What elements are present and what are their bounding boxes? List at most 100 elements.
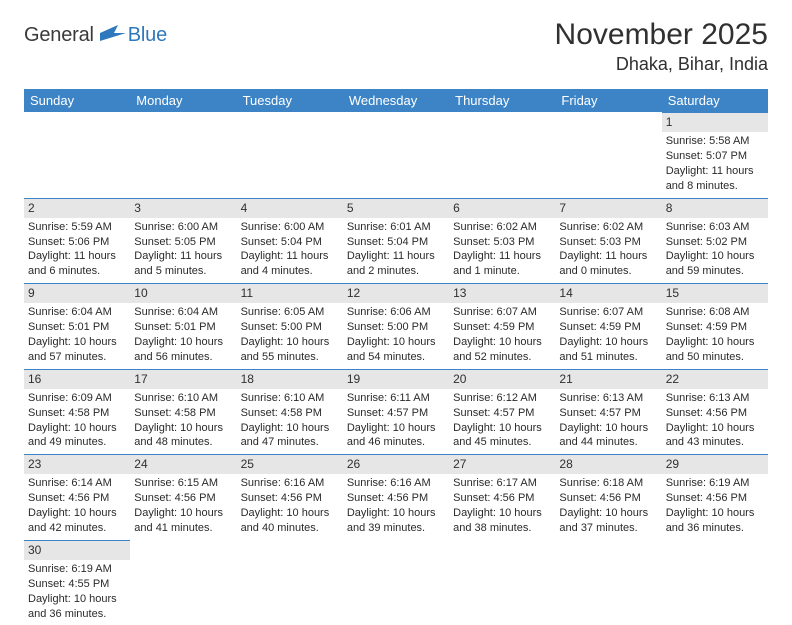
calendar-cell — [555, 112, 661, 198]
day-number: 20 — [449, 369, 555, 389]
calendar-cell: 17Sunrise: 6:10 AMSunset: 4:58 PMDayligh… — [130, 369, 236, 455]
day-details: Sunrise: 6:10 AMSunset: 4:58 PMDaylight:… — [237, 389, 343, 454]
calendar-cell — [555, 540, 661, 625]
day-number: 14 — [555, 283, 661, 303]
sunrise-text: Sunrise: 6:04 AM — [28, 305, 126, 320]
sunrise-text: Sunrise: 6:13 AM — [666, 391, 764, 406]
calendar-cell — [130, 112, 236, 198]
sunrise-text: Sunrise: 6:10 AM — [134, 391, 232, 406]
sunset-text: Sunset: 5:03 PM — [559, 235, 657, 250]
day-details: Sunrise: 6:14 AMSunset: 4:56 PMDaylight:… — [24, 474, 130, 539]
sunrise-text: Sunrise: 6:09 AM — [28, 391, 126, 406]
day-details: Sunrise: 6:07 AMSunset: 4:59 PMDaylight:… — [449, 303, 555, 368]
calendar-cell — [343, 540, 449, 625]
sunrise-text: Sunrise: 6:08 AM — [666, 305, 764, 320]
day-number: 29 — [662, 454, 768, 474]
calendar-cell: 8Sunrise: 6:03 AMSunset: 5:02 PMDaylight… — [662, 198, 768, 284]
sunrise-text: Sunrise: 5:59 AM — [28, 220, 126, 235]
daylight-text: Daylight: 10 hours and 54 minutes. — [347, 335, 445, 365]
day-number: 25 — [237, 454, 343, 474]
calendar-cell: 19Sunrise: 6:11 AMSunset: 4:57 PMDayligh… — [343, 369, 449, 455]
calendar-cell: 26Sunrise: 6:16 AMSunset: 4:56 PMDayligh… — [343, 454, 449, 540]
daylight-text: Daylight: 11 hours and 8 minutes. — [666, 164, 764, 194]
day-number: 30 — [24, 540, 130, 560]
sunset-text: Sunset: 4:59 PM — [453, 320, 551, 335]
day-details: Sunrise: 6:19 AMSunset: 4:56 PMDaylight:… — [662, 474, 768, 539]
daylight-text: Daylight: 10 hours and 47 minutes. — [241, 421, 339, 451]
day-details: Sunrise: 6:08 AMSunset: 4:59 PMDaylight:… — [662, 303, 768, 368]
daylight-text: Daylight: 11 hours and 4 minutes. — [241, 249, 339, 279]
day-number: 13 — [449, 283, 555, 303]
daylight-text: Daylight: 10 hours and 36 minutes. — [28, 592, 126, 622]
day-header: Monday — [130, 89, 236, 112]
calendar-week-row: 16Sunrise: 6:09 AMSunset: 4:58 PMDayligh… — [24, 369, 768, 455]
sunset-text: Sunset: 4:58 PM — [134, 406, 232, 421]
day-number: 22 — [662, 369, 768, 389]
day-number: 12 — [343, 283, 449, 303]
calendar-cell: 23Sunrise: 6:14 AMSunset: 4:56 PMDayligh… — [24, 454, 130, 540]
sunrise-text: Sunrise: 6:16 AM — [241, 476, 339, 491]
daylight-text: Daylight: 10 hours and 55 minutes. — [241, 335, 339, 365]
sunset-text: Sunset: 4:57 PM — [453, 406, 551, 421]
logo-text-general: General — [24, 24, 94, 47]
calendar-cell: 13Sunrise: 6:07 AMSunset: 4:59 PMDayligh… — [449, 283, 555, 369]
calendar-week-row: 23Sunrise: 6:14 AMSunset: 4:56 PMDayligh… — [24, 454, 768, 540]
sunset-text: Sunset: 5:05 PM — [134, 235, 232, 250]
calendar-cell: 7Sunrise: 6:02 AMSunset: 5:03 PMDaylight… — [555, 198, 661, 284]
day-details: Sunrise: 5:59 AMSunset: 5:06 PMDaylight:… — [24, 218, 130, 283]
day-number: 19 — [343, 369, 449, 389]
daylight-text: Daylight: 10 hours and 45 minutes. — [453, 421, 551, 451]
flag-icon — [100, 25, 126, 46]
day-header-row: SundayMondayTuesdayWednesdayThursdayFrid… — [24, 89, 768, 112]
sunset-text: Sunset: 5:01 PM — [134, 320, 232, 335]
day-number: 23 — [24, 454, 130, 474]
sunset-text: Sunset: 4:56 PM — [347, 491, 445, 506]
daylight-text: Daylight: 11 hours and 5 minutes. — [134, 249, 232, 279]
daylight-text: Daylight: 10 hours and 44 minutes. — [559, 421, 657, 451]
calendar-week-row: 30Sunrise: 6:19 AMSunset: 4:55 PMDayligh… — [24, 540, 768, 625]
sunrise-text: Sunrise: 6:07 AM — [559, 305, 657, 320]
sunset-text: Sunset: 4:56 PM — [134, 491, 232, 506]
day-details: Sunrise: 6:10 AMSunset: 4:58 PMDaylight:… — [130, 389, 236, 454]
daylight-text: Daylight: 10 hours and 39 minutes. — [347, 506, 445, 536]
calendar-cell — [662, 540, 768, 625]
logo: General Blue — [24, 18, 167, 47]
calendar-cell: 22Sunrise: 6:13 AMSunset: 4:56 PMDayligh… — [662, 369, 768, 455]
calendar-cell: 5Sunrise: 6:01 AMSunset: 5:04 PMDaylight… — [343, 198, 449, 284]
location-subtitle: Dhaka, Bihar, India — [555, 54, 768, 75]
daylight-text: Daylight: 10 hours and 37 minutes. — [559, 506, 657, 536]
calendar-cell — [343, 112, 449, 198]
sunset-text: Sunset: 5:04 PM — [241, 235, 339, 250]
sunrise-text: Sunrise: 6:06 AM — [347, 305, 445, 320]
sunrise-text: Sunrise: 6:02 AM — [453, 220, 551, 235]
sunset-text: Sunset: 4:57 PM — [559, 406, 657, 421]
day-header: Sunday — [24, 89, 130, 112]
calendar-cell: 29Sunrise: 6:19 AMSunset: 4:56 PMDayligh… — [662, 454, 768, 540]
daylight-text: Daylight: 10 hours and 51 minutes. — [559, 335, 657, 365]
day-number: 26 — [343, 454, 449, 474]
calendar-cell — [449, 540, 555, 625]
sunrise-text: Sunrise: 6:18 AM — [559, 476, 657, 491]
sunset-text: Sunset: 5:01 PM — [28, 320, 126, 335]
day-details: Sunrise: 6:09 AMSunset: 4:58 PMDaylight:… — [24, 389, 130, 454]
calendar-cell: 21Sunrise: 6:13 AMSunset: 4:57 PMDayligh… — [555, 369, 661, 455]
sunrise-text: Sunrise: 6:01 AM — [347, 220, 445, 235]
logo-text-blue: Blue — [128, 24, 167, 47]
day-details: Sunrise: 6:02 AMSunset: 5:03 PMDaylight:… — [449, 218, 555, 283]
calendar-table: SundayMondayTuesdayWednesdayThursdayFrid… — [24, 89, 768, 625]
day-header: Wednesday — [343, 89, 449, 112]
calendar-cell: 3Sunrise: 6:00 AMSunset: 5:05 PMDaylight… — [130, 198, 236, 284]
day-details: Sunrise: 6:17 AMSunset: 4:56 PMDaylight:… — [449, 474, 555, 539]
sunset-text: Sunset: 5:07 PM — [666, 149, 764, 164]
sunrise-text: Sunrise: 5:58 AM — [666, 134, 764, 149]
month-title: November 2025 — [555, 18, 768, 52]
calendar-cell: 20Sunrise: 6:12 AMSunset: 4:57 PMDayligh… — [449, 369, 555, 455]
sunrise-text: Sunrise: 6:02 AM — [559, 220, 657, 235]
calendar-cell: 18Sunrise: 6:10 AMSunset: 4:58 PMDayligh… — [237, 369, 343, 455]
sunrise-text: Sunrise: 6:11 AM — [347, 391, 445, 406]
day-details: Sunrise: 6:06 AMSunset: 5:00 PMDaylight:… — [343, 303, 449, 368]
sunset-text: Sunset: 5:04 PM — [347, 235, 445, 250]
day-details: Sunrise: 6:04 AMSunset: 5:01 PMDaylight:… — [130, 303, 236, 368]
day-number: 5 — [343, 198, 449, 218]
day-details: Sunrise: 6:16 AMSunset: 4:56 PMDaylight:… — [343, 474, 449, 539]
